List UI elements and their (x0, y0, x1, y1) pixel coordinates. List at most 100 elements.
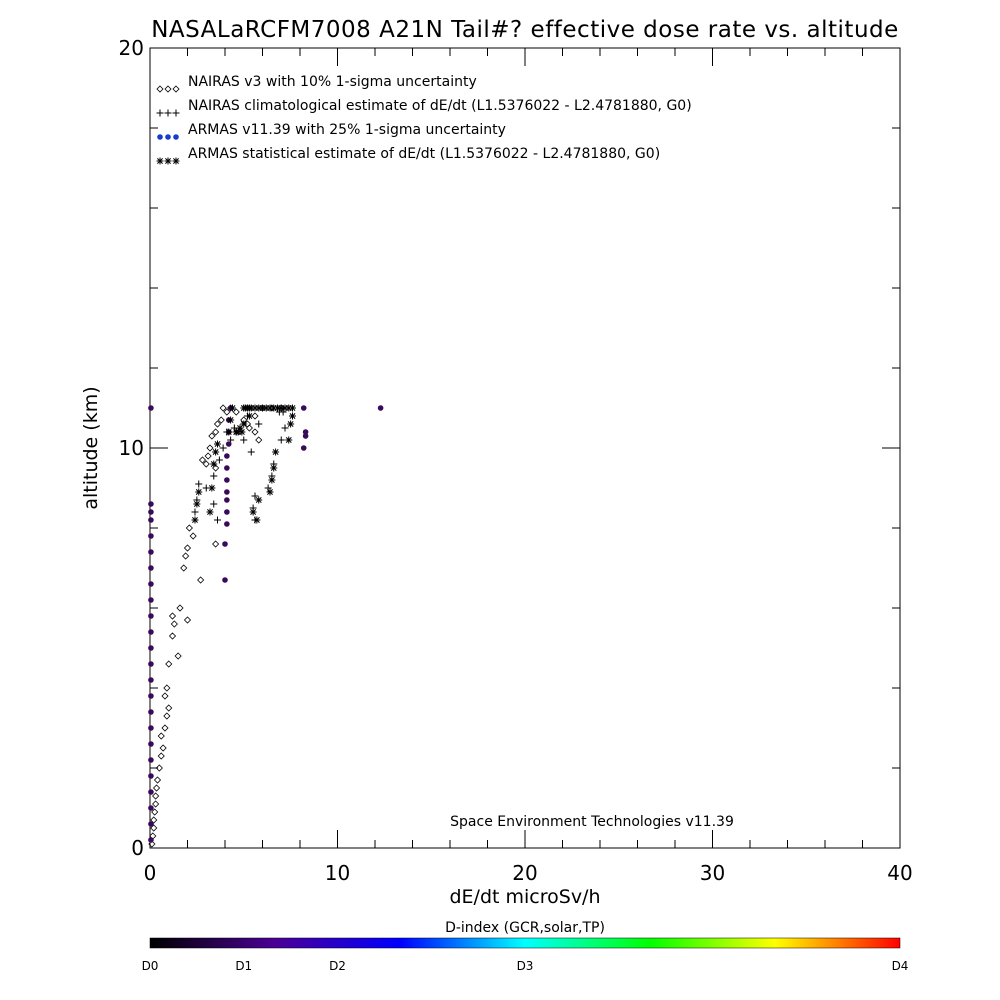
dot-point (148, 405, 154, 411)
credit-annotation: Space Environment Technologies v11.39 (450, 814, 734, 830)
asterisk-point (274, 404, 281, 412)
asterisk-point (285, 436, 293, 444)
asterisk-point (214, 440, 221, 448)
diamond-point (151, 808, 159, 816)
plus-point (247, 448, 255, 456)
dot-point (225, 441, 232, 447)
legend-entry-text: NAIRAS v3 with 10% 1-sigma uncertainty (188, 74, 477, 90)
asterisk-point (281, 404, 289, 412)
dot-point (222, 541, 228, 547)
diamond-point (165, 660, 173, 668)
dot-point (148, 805, 154, 811)
asterisk-point (206, 508, 214, 516)
asterisk-point (234, 428, 242, 436)
diamond-point (208, 432, 216, 440)
asterisk-point (172, 157, 180, 165)
diamond-point (150, 816, 158, 824)
dot-point (148, 725, 154, 731)
asterisk-point (238, 428, 246, 436)
diamond-point (157, 732, 165, 740)
dot-point (148, 661, 154, 667)
dot-point (148, 837, 154, 843)
diamond-point (245, 424, 253, 432)
asterisk-point (164, 157, 172, 165)
asterisk-point (156, 157, 164, 165)
diamond-point (153, 776, 162, 784)
plus-point (210, 472, 218, 480)
asterisk-point (287, 420, 295, 428)
asterisk-point (255, 496, 263, 504)
asterisk-point (266, 404, 274, 412)
colorbar-label: D4 (892, 959, 909, 973)
dot-point (148, 645, 154, 651)
dot-point (224, 509, 230, 515)
diamond-point (182, 552, 190, 560)
dot-point (222, 577, 228, 583)
dot-point (148, 741, 154, 747)
colorbar-label: D2 (329, 959, 346, 973)
legend-entry-text: ARMAS v11.39 with 25% 1-sigma uncertaint… (188, 122, 506, 138)
chart-title: NASALaRCFM7008 A21N Tail#? effective dos… (151, 17, 899, 43)
dot-point (148, 517, 154, 523)
asterisk-point (208, 484, 216, 492)
asterisk-point (247, 404, 255, 412)
diamond-point (185, 524, 193, 532)
plus-point (156, 109, 164, 117)
asterisk-point (289, 412, 296, 420)
diamond-point (232, 408, 240, 416)
dot-point (224, 465, 230, 471)
plus-point (255, 420, 263, 428)
plus-point (210, 500, 218, 508)
diamond-point (251, 428, 259, 436)
x-tick-label: 30 (700, 861, 725, 885)
asterisk-point (251, 404, 259, 412)
diamond-point (148, 840, 156, 848)
dot-point (148, 613, 154, 619)
dot-point (148, 821, 154, 827)
diamond-point (198, 456, 207, 464)
plus-point (251, 492, 259, 500)
asterisk-point (229, 404, 236, 412)
x-tick-label: 0 (144, 861, 157, 885)
diamond-point (163, 684, 171, 692)
asterisk-point (210, 460, 218, 468)
plus-point (191, 508, 199, 516)
x-tick-label: 40 (887, 861, 912, 885)
diamond-point (161, 692, 169, 700)
plus-point (195, 480, 203, 488)
diamond-point (213, 420, 222, 428)
colorbar-label: D3 (517, 959, 534, 973)
plus-point (219, 444, 227, 452)
asterisk-point (270, 464, 278, 472)
x-axis-label: dE/dt microSv/h (449, 886, 600, 908)
diamond-point (168, 632, 177, 640)
dot-point (148, 629, 154, 635)
dot-point (148, 565, 154, 571)
diamond-point (223, 408, 231, 416)
diamond-point (189, 532, 197, 540)
diamond-point (255, 436, 263, 444)
dot-point (302, 433, 309, 439)
diamond-point (163, 712, 171, 720)
dot-point (148, 509, 154, 515)
diamond-point (219, 404, 227, 412)
plus-point (281, 424, 289, 432)
data-points (148, 404, 384, 848)
asterisk-point (249, 508, 257, 516)
plot-frame (149, 47, 901, 849)
dot-point (377, 405, 384, 411)
asterisk-point (266, 488, 274, 496)
asterisk-point (255, 404, 263, 412)
diamond-point (206, 444, 214, 452)
dot-point (148, 693, 154, 699)
diamond-point (152, 784, 161, 792)
asterisk-point (191, 516, 199, 524)
diamond-point (165, 704, 173, 712)
axis-ticks (149, 47, 901, 849)
asterisk-point (245, 412, 253, 420)
dot-point (224, 497, 230, 503)
asterisk-point (268, 476, 276, 484)
legend-entry-text: ARMAS statistical estimate of dE/dt (L1.… (188, 146, 660, 162)
asterisk-point (212, 448, 220, 456)
dot-point (300, 405, 307, 411)
